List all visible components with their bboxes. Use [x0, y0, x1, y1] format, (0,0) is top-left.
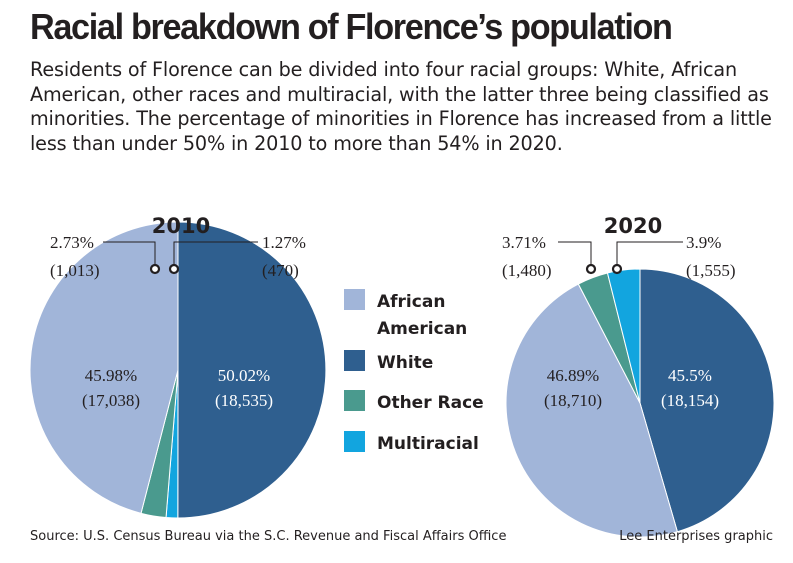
legend-swatch-multiracial: [344, 431, 365, 452]
data-label-2010-other-race-count: (1,013): [50, 261, 100, 280]
data-label-2010-other-race-percent: 2.73%: [50, 233, 94, 252]
data-label-2020-african-american-percent: 46.89%: [547, 366, 599, 385]
source-note: Source: U.S. Census Bureau via the S.C. …: [30, 529, 507, 544]
callout-line-2010-multiracial: [173, 241, 258, 269]
legend-label-white: White: [377, 353, 433, 373]
data-label-2020-multiracial-percent: 3.9%: [686, 233, 721, 252]
pie-slice-2020-white: [639, 268, 775, 533]
data-label-2020-other-race-percent: 3.71%: [502, 233, 546, 252]
callout-marker-2010-multiracial: [168, 263, 180, 275]
data-label-2010-white-percent: 50.02%: [218, 366, 270, 385]
pie-slice-2020-african-american: [505, 283, 678, 538]
data-label-2010-african-american-count: (17,038): [82, 391, 140, 410]
chart-subtitle: Residents of Florence can be divided int…: [30, 58, 772, 155]
legend-label-african-american-line1: African: [377, 292, 445, 312]
pie-slice-2020-multiracial: [606, 268, 641, 404]
legend-label-african-american-line2: American: [377, 319, 467, 339]
data-label-2010-white-count: (18,535): [215, 391, 273, 410]
chart-title: Racial breakdown of Florence’s populatio…: [30, 6, 673, 47]
callout-line-2020-other-race: [558, 241, 592, 269]
data-label-2020-other-race-count: (1,480): [502, 261, 552, 280]
graphic-credit: Lee Enterprises graphic: [619, 529, 773, 544]
callout-marker-2020-other-race: [585, 263, 597, 275]
pie-slice-2010-african-american: [29, 221, 179, 514]
legend-label-multiracial: Multiracial: [377, 434, 479, 454]
pie-title-2020: 2020: [604, 214, 662, 238]
pie-title-2010: 2010: [152, 214, 210, 238]
legend-swatch-african-american: [344, 289, 365, 310]
callout-marker-2020-multiracial: [611, 263, 623, 275]
data-label-2020-white-percent: 45.5%: [668, 366, 712, 385]
data-label-2010-multiracial-percent: 1.27%: [262, 233, 306, 252]
data-label-2020-white-count: (18,154): [661, 391, 719, 410]
data-label-2020-multiracial-count: (1,555): [686, 261, 736, 280]
callout-marker-2010-other-race: [149, 263, 161, 275]
legend-swatch-white: [344, 350, 365, 371]
legend-label-other-race: Other Race: [377, 393, 484, 413]
pie-slice-2010-white: [177, 221, 327, 519]
legend-swatch-other-race: [344, 390, 365, 411]
callout-line-2020-multiracial: [616, 241, 683, 269]
callout-line-2010-other-race: [103, 241, 156, 269]
data-label-2010-multiracial-count: (470): [262, 261, 299, 280]
data-label-2010-african-american-percent: 45.98%: [85, 366, 137, 385]
data-label-2020-african-american-count: (18,710): [544, 391, 602, 410]
